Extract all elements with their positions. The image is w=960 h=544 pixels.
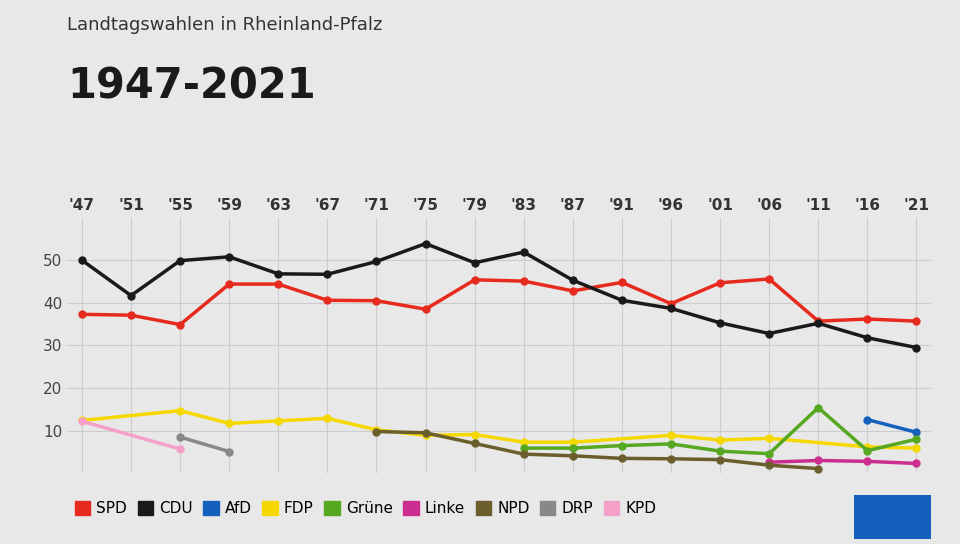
- Legend: SPD, CDU, AfD, FDP, Grüne, Linke, NPD, DRP, KPD: SPD, CDU, AfD, FDP, Grüne, Linke, NPD, D…: [75, 502, 657, 516]
- Text: 1947-2021: 1947-2021: [67, 65, 316, 107]
- Text: Landtagswahlen in Rheinland-Pfalz: Landtagswahlen in Rheinland-Pfalz: [67, 16, 383, 34]
- FancyBboxPatch shape: [851, 493, 935, 541]
